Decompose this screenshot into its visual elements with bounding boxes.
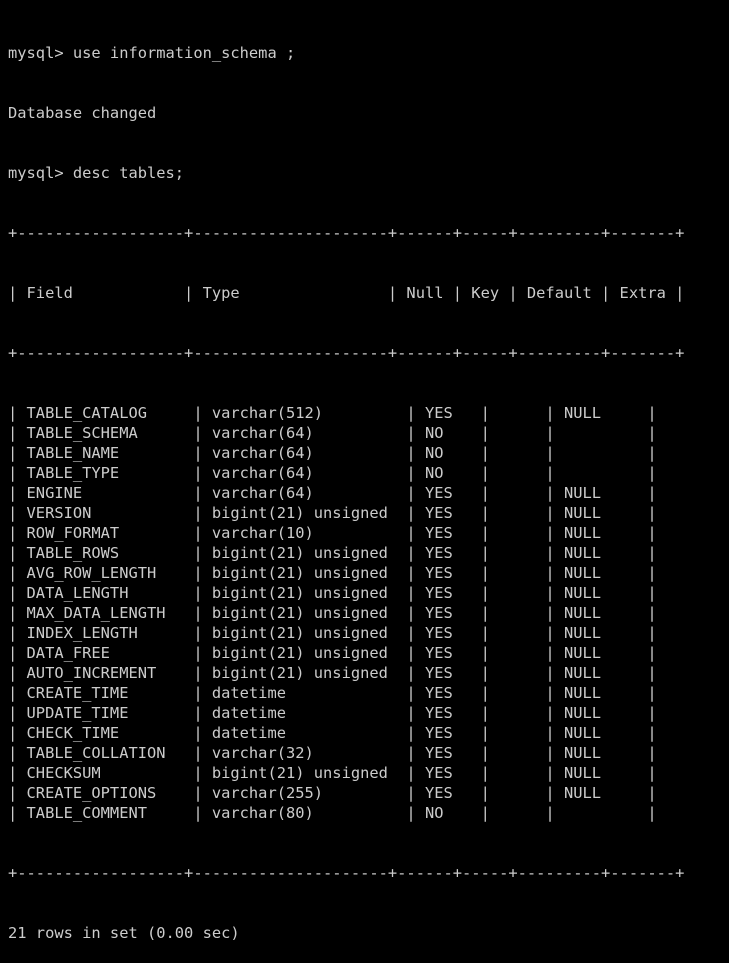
table-row: | AUTO_INCREMENT | bigint(21) unsigned |… [8, 664, 729, 682]
table-row: | INDEX_LENGTH | bigint(21) unsigned | Y… [8, 624, 729, 642]
command-line-use: mysql> use information_schema ; [8, 44, 296, 62]
table-rule-bottom: +------------------+--------------------… [8, 864, 685, 882]
table-row: | CREATE_OPTIONS | varchar(255) | YES | … [8, 784, 729, 802]
table-row: | TABLE_NAME | varchar(64) | NO | | | | [8, 444, 729, 462]
table-row: | TABLE_COMMENT | varchar(80) | NO | | |… [8, 804, 729, 822]
table-row: | UPDATE_TIME | datetime | YES | | NULL … [8, 704, 729, 722]
table-row: | VERSION | bigint(21) unsigned | YES | … [8, 504, 729, 522]
table-row: | TABLE_ROWS | bigint(21) unsigned | YES… [8, 544, 729, 562]
table-row: | TABLE_SCHEMA | varchar(64) | NO | | | … [8, 424, 729, 442]
table-header-row: | Field | Type | Null | Key | Default | … [8, 284, 685, 302]
table-row: | CHECKSUM | bigint(21) unsigned | YES |… [8, 764, 729, 782]
table-body: | TABLE_CATALOG | varchar(512) | YES | |… [8, 403, 729, 823]
table-row: | MAX_DATA_LENGTH | bigint(21) unsigned … [8, 604, 729, 622]
command-line-desc: mysql> desc tables; [8, 164, 185, 182]
table-rule-top: +------------------+--------------------… [8, 224, 685, 242]
table-rule-header: +------------------+--------------------… [8, 344, 685, 362]
table-row: | CREATE_TIME | datetime | YES | | NULL … [8, 684, 729, 702]
table-row: | ROW_FORMAT | varchar(10) | YES | | NUL… [8, 524, 729, 542]
message-database-changed: Database changed [8, 104, 157, 122]
table-row: | TABLE_CATALOG | varchar(512) | YES | |… [8, 404, 729, 422]
table-row: | DATA_LENGTH | bigint(21) unsigned | YE… [8, 584, 729, 602]
table-row: | TABLE_COLLATION | varchar(32) | YES | … [8, 744, 729, 762]
terminal-screen[interactable]: mysql> use information_schema ; Database… [0, 0, 729, 942]
table-row: | ENGINE | varchar(64) | YES | | NULL | … [8, 484, 729, 502]
table-row: | AVG_ROW_LENGTH | bigint(21) unsigned |… [8, 564, 729, 582]
table-row: | TABLE_TYPE | varchar(64) | NO | | | | [8, 464, 729, 482]
table-row: | DATA_FREE | bigint(21) unsigned | YES … [8, 644, 729, 662]
table-row: | CHECK_TIME | datetime | YES | | NULL |… [8, 724, 729, 742]
result-footer: 21 rows in set (0.00 sec) [8, 924, 240, 942]
